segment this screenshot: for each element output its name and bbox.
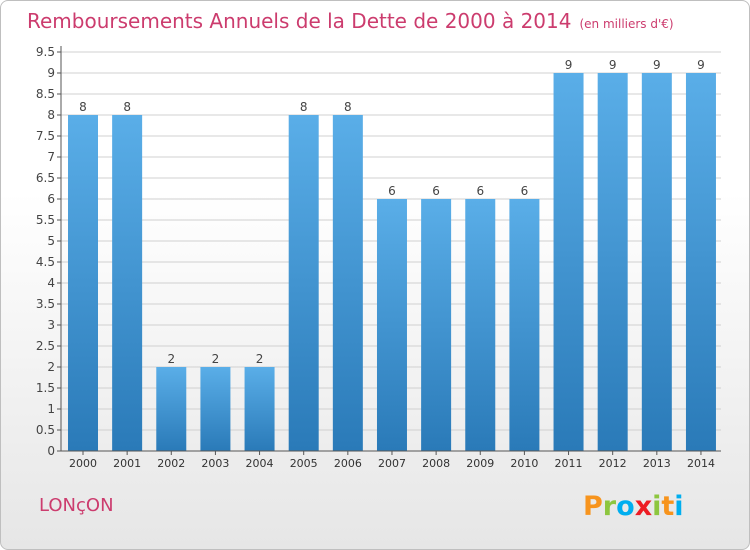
y-tick-labels: 0 0.5 1 1.5 2 2.5 3 3.5 4 4.5 5 5.5 6 6.5 7 7.5 8 8.5 9 9.5 <box>36 45 61 458</box>
data-label: 6 <box>521 184 529 198</box>
data-label: 2 <box>256 352 264 366</box>
logo-letter: r <box>602 491 617 522</box>
chart-subtitle: (en milliers d'€) <box>579 17 674 31</box>
y-tick-label: 6 <box>47 192 55 206</box>
town-name: LONçON <box>39 495 114 516</box>
data-label: 8 <box>123 100 131 114</box>
y-tick-label: 3 <box>47 318 55 332</box>
data-label: 2 <box>212 352 220 366</box>
data-label: 8 <box>300 100 308 114</box>
y-tick-label: 9 <box>47 66 55 80</box>
bar-2005 <box>288 115 319 451</box>
data-label: 9 <box>565 58 573 72</box>
y-tick-label: 4 <box>47 276 55 290</box>
bar-2014 <box>685 73 716 451</box>
logo-letter: i <box>652 491 662 522</box>
proxiti-logo: Proxiti <box>583 491 684 522</box>
x-tick-label: 2014 <box>687 457 715 470</box>
bar-2011 <box>553 73 584 451</box>
data-label: 8 <box>344 100 352 114</box>
y-tick-label: 5 <box>47 234 55 248</box>
logo-letter: x <box>634 491 653 522</box>
y-tick-label: 2.5 <box>36 339 55 353</box>
x-tick-label: 2007 <box>378 457 406 470</box>
x-tick-label: 2008 <box>422 457 450 470</box>
bar-2013 <box>641 73 672 451</box>
x-tick-label: 2012 <box>599 457 627 470</box>
y-tick-label: 0 <box>47 444 55 458</box>
data-label: 6 <box>388 184 396 198</box>
x-tick-label: 2005 <box>290 457 318 470</box>
logo-letter: P <box>583 491 603 522</box>
y-tick-label: 7 <box>47 150 55 164</box>
x-tick-label: 2003 <box>201 457 229 470</box>
x-tick-label: 2001 <box>113 457 141 470</box>
data-label: 6 <box>432 184 440 198</box>
x-tick-labels: 2000 2001 2002 2003 2004 2005 2006 2007 2008 2009… <box>69 451 715 470</box>
bar-2007 <box>376 199 407 451</box>
logo-letter: o <box>616 491 635 522</box>
y-tick-label: 4.5 <box>36 255 55 269</box>
x-tick-label: 2011 <box>555 457 583 470</box>
x-tick-label: 2006 <box>334 457 362 470</box>
bar-2002 <box>156 367 187 451</box>
y-tick-label: 7.5 <box>36 129 55 143</box>
y-tick-label: 6.5 <box>36 171 55 185</box>
chart-title-block: Remboursements Annuels de la Dette de 20… <box>27 9 674 33</box>
bar-2004 <box>244 367 275 451</box>
logo-letter: i <box>674 491 684 522</box>
bar-2000 <box>68 115 98 451</box>
x-tick-label: 2002 <box>157 457 185 470</box>
x-tick-label: 2010 <box>510 457 538 470</box>
x-tick-label: 2013 <box>643 457 671 470</box>
bar-2006 <box>332 115 363 451</box>
bars <box>68 73 716 451</box>
y-tick-label: 0.5 <box>36 423 55 437</box>
bar-2003 <box>200 367 231 451</box>
y-tick-label: 3.5 <box>36 297 55 311</box>
y-tick-label: 1.5 <box>36 381 55 395</box>
x-tick-label: 2000 <box>69 457 97 470</box>
bar-2012 <box>597 73 628 451</box>
bar-2008 <box>421 199 452 451</box>
y-tick-label: 2 <box>47 360 55 374</box>
x-tick-label: 2004 <box>246 457 274 470</box>
logo-letter: t <box>661 491 675 522</box>
y-tick-label: 8.5 <box>36 87 55 101</box>
y-tick-label: 5.5 <box>36 213 55 227</box>
data-label: 2 <box>167 352 175 366</box>
bar-2001 <box>112 115 143 451</box>
x-tick-label: 2009 <box>466 457 494 470</box>
data-label: 9 <box>697 58 705 72</box>
data-label: 6 <box>476 184 484 198</box>
bar-2009 <box>465 199 496 451</box>
y-tick-label: 9.5 <box>36 45 55 59</box>
data-labels: 8 8 2 2 2 8 8 6 6 6 6 9 9 9 9 <box>79 58 705 366</box>
bar-2010 <box>509 199 540 451</box>
y-tick-label: 8 <box>47 108 55 122</box>
data-label: 9 <box>653 58 661 72</box>
y-tick-label: 1 <box>47 402 55 416</box>
data-label: 8 <box>79 100 87 114</box>
chart-title: Remboursements Annuels de la Dette de 20… <box>27 9 572 33</box>
data-label: 9 <box>609 58 617 72</box>
